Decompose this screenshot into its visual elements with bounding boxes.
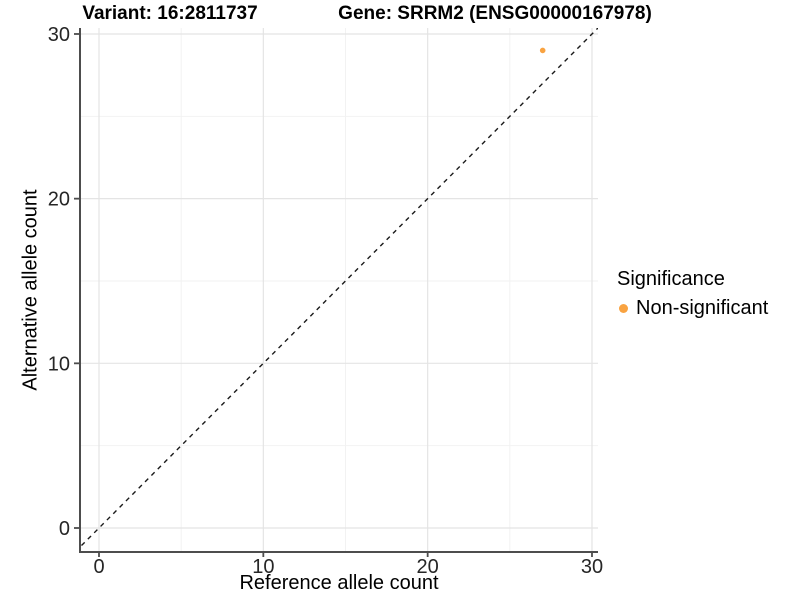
x-tick-label: 10 xyxy=(252,556,274,578)
legend: Significance Non-significant xyxy=(617,267,768,320)
data-point xyxy=(539,47,546,54)
y-tick-label: 10 xyxy=(48,353,70,375)
legend-item-non-significant: Non-significant xyxy=(617,296,768,320)
legend-title: Significance xyxy=(617,268,725,290)
legend-item-label: Non-significant xyxy=(636,297,769,319)
y-tick-label: 30 xyxy=(48,24,70,46)
x-axis-title: Reference allele count xyxy=(239,572,439,594)
x-tick-label: 30 xyxy=(581,556,603,578)
plot-title-gene: Gene: SRRM2 (ENSG00000167978) xyxy=(338,3,652,24)
x-tick-label: 0 xyxy=(93,556,104,578)
y-axis-title: Alternative allele count xyxy=(19,189,42,391)
legend-point-icon xyxy=(619,303,628,313)
y-tick-label: 0 xyxy=(59,518,70,540)
identity-dashed-line xyxy=(80,28,598,549)
x-tick-label: 20 xyxy=(417,556,439,578)
y-tick-label: 20 xyxy=(48,189,70,211)
plot-title-variant: Variant: 16:2811737 xyxy=(82,3,258,24)
